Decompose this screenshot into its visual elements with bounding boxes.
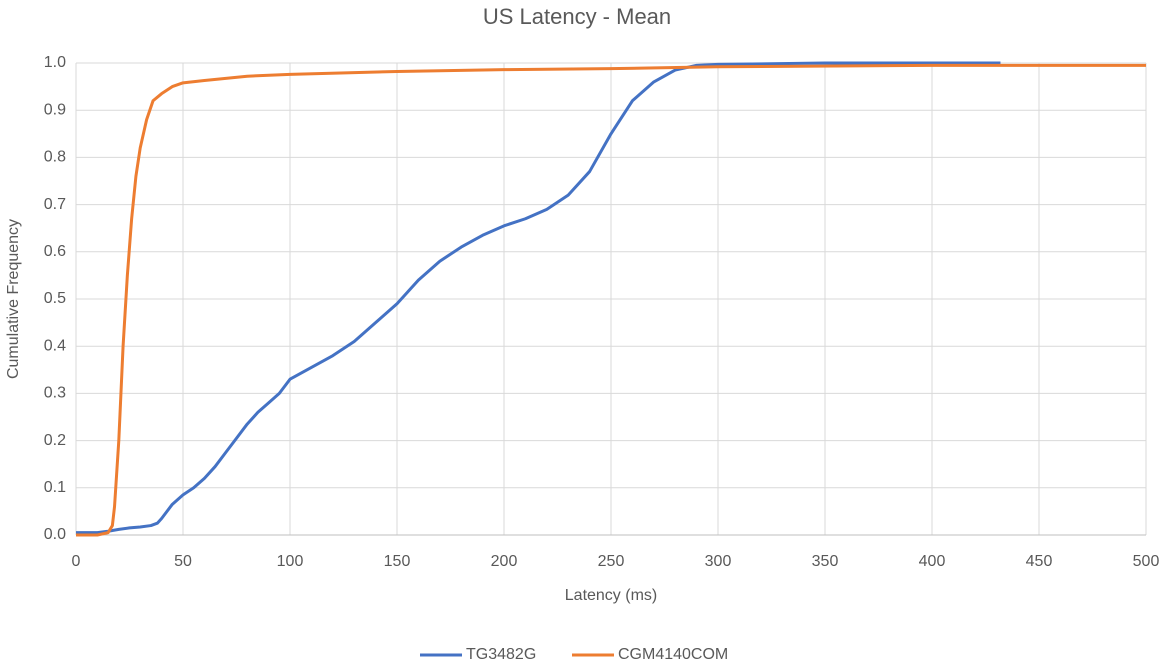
x-tick-label: 300	[705, 553, 732, 570]
y-tick-label: 1.0	[44, 54, 66, 71]
x-tick-label: 0	[72, 553, 81, 570]
x-tick-label: 50	[174, 553, 192, 570]
x-tick-label: 250	[598, 553, 625, 570]
x-tick-label: 500	[1133, 553, 1160, 570]
legend-label: TG3482G	[466, 646, 536, 663]
y-tick-label: 0.0	[44, 526, 66, 543]
legend-label: CGM4140COM	[618, 646, 728, 663]
y-tick-label: 0.8	[44, 149, 66, 166]
x-tick-label: 350	[812, 553, 839, 570]
x-axis-label: Latency (ms)	[565, 587, 657, 604]
y-tick-label: 0.4	[44, 337, 66, 354]
line-series	[76, 61, 1001, 535]
y-tick-label: 0.2	[44, 432, 66, 449]
x-tick-label: 200	[491, 553, 518, 570]
x-tick-label: 400	[919, 553, 946, 570]
y-tick-label: 0.1	[44, 479, 66, 496]
y-tick-label: 0.3	[44, 385, 66, 402]
y-tick-label: 0.7	[44, 196, 66, 213]
y-tick-label: 0.6	[44, 243, 66, 260]
x-tick-label: 450	[1026, 553, 1053, 570]
x-tick-label: 100	[277, 553, 304, 570]
line-series	[76, 63, 1146, 537]
y-tick-label: 0.5	[44, 290, 66, 307]
x-tick-label: 150	[384, 553, 411, 570]
y-tick-label: 0.9	[44, 101, 66, 118]
y-axis-label: Cumulative Frequency	[5, 219, 22, 379]
chart-title: US Latency - Mean	[483, 4, 671, 29]
